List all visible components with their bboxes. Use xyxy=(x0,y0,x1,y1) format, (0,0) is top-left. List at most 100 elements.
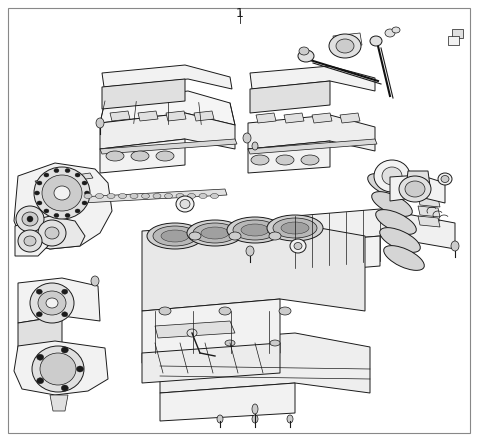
Polygon shape xyxy=(18,316,62,359)
Ellipse shape xyxy=(287,415,293,423)
Ellipse shape xyxy=(176,194,184,198)
Ellipse shape xyxy=(44,209,49,213)
Polygon shape xyxy=(50,395,68,411)
Ellipse shape xyxy=(301,155,319,165)
Polygon shape xyxy=(418,206,440,217)
Ellipse shape xyxy=(62,312,68,317)
Polygon shape xyxy=(155,321,235,338)
Ellipse shape xyxy=(54,213,59,217)
Ellipse shape xyxy=(40,353,76,385)
Ellipse shape xyxy=(18,230,42,252)
Ellipse shape xyxy=(84,194,92,198)
Ellipse shape xyxy=(252,415,258,423)
Ellipse shape xyxy=(225,340,235,346)
Ellipse shape xyxy=(36,312,42,317)
Ellipse shape xyxy=(45,227,59,239)
Polygon shape xyxy=(418,186,440,197)
Ellipse shape xyxy=(370,36,382,46)
Ellipse shape xyxy=(441,176,449,183)
Ellipse shape xyxy=(451,241,459,251)
Ellipse shape xyxy=(374,160,410,192)
Ellipse shape xyxy=(246,246,254,256)
Ellipse shape xyxy=(61,385,68,391)
Polygon shape xyxy=(390,175,445,203)
Polygon shape xyxy=(250,66,375,91)
Ellipse shape xyxy=(161,230,189,242)
Polygon shape xyxy=(284,113,304,123)
Polygon shape xyxy=(312,113,332,123)
Ellipse shape xyxy=(211,194,218,198)
Ellipse shape xyxy=(199,194,207,198)
Polygon shape xyxy=(80,189,227,203)
Ellipse shape xyxy=(187,329,197,337)
Ellipse shape xyxy=(153,226,197,246)
Polygon shape xyxy=(138,111,158,121)
Ellipse shape xyxy=(35,191,39,195)
Ellipse shape xyxy=(386,210,406,226)
Ellipse shape xyxy=(269,232,281,240)
Ellipse shape xyxy=(36,378,44,384)
Ellipse shape xyxy=(91,276,99,286)
Ellipse shape xyxy=(279,307,291,315)
Polygon shape xyxy=(295,209,455,249)
Ellipse shape xyxy=(252,142,258,150)
Ellipse shape xyxy=(96,118,104,128)
Ellipse shape xyxy=(252,404,258,414)
Polygon shape xyxy=(194,111,214,121)
Polygon shape xyxy=(102,79,185,109)
Polygon shape xyxy=(18,278,100,323)
Ellipse shape xyxy=(76,366,84,372)
Ellipse shape xyxy=(165,194,172,198)
Ellipse shape xyxy=(390,228,409,243)
Ellipse shape xyxy=(329,34,361,58)
Ellipse shape xyxy=(382,167,402,185)
Polygon shape xyxy=(142,343,280,383)
Polygon shape xyxy=(248,139,377,154)
Ellipse shape xyxy=(273,218,317,238)
Ellipse shape xyxy=(38,220,66,246)
Polygon shape xyxy=(295,236,380,273)
Ellipse shape xyxy=(299,47,309,55)
Ellipse shape xyxy=(32,346,84,392)
Ellipse shape xyxy=(61,347,68,353)
Ellipse shape xyxy=(376,209,416,234)
Polygon shape xyxy=(418,216,440,227)
Ellipse shape xyxy=(217,415,223,423)
Polygon shape xyxy=(248,115,375,151)
Ellipse shape xyxy=(119,194,127,198)
Polygon shape xyxy=(448,36,459,45)
Ellipse shape xyxy=(159,307,171,315)
Ellipse shape xyxy=(241,224,269,236)
Ellipse shape xyxy=(54,168,59,172)
Polygon shape xyxy=(340,113,360,123)
Ellipse shape xyxy=(380,228,420,252)
Ellipse shape xyxy=(276,155,294,165)
Polygon shape xyxy=(142,299,280,363)
Ellipse shape xyxy=(201,227,229,239)
Polygon shape xyxy=(100,139,237,154)
Ellipse shape xyxy=(42,175,82,211)
Polygon shape xyxy=(406,171,430,188)
Ellipse shape xyxy=(82,201,87,205)
Ellipse shape xyxy=(142,194,149,198)
Ellipse shape xyxy=(62,289,68,294)
Ellipse shape xyxy=(385,29,395,37)
Ellipse shape xyxy=(16,206,44,232)
Ellipse shape xyxy=(193,223,237,243)
Ellipse shape xyxy=(54,186,70,200)
Ellipse shape xyxy=(267,215,323,241)
Polygon shape xyxy=(166,111,186,121)
Ellipse shape xyxy=(130,194,138,198)
Ellipse shape xyxy=(180,199,190,209)
Ellipse shape xyxy=(38,291,66,315)
Ellipse shape xyxy=(37,181,42,185)
Ellipse shape xyxy=(36,289,42,294)
Polygon shape xyxy=(15,219,48,256)
Ellipse shape xyxy=(75,209,80,213)
Ellipse shape xyxy=(290,239,306,253)
Polygon shape xyxy=(256,113,276,123)
Ellipse shape xyxy=(75,173,80,177)
Ellipse shape xyxy=(227,217,283,243)
Ellipse shape xyxy=(65,213,70,217)
Polygon shape xyxy=(110,111,130,121)
